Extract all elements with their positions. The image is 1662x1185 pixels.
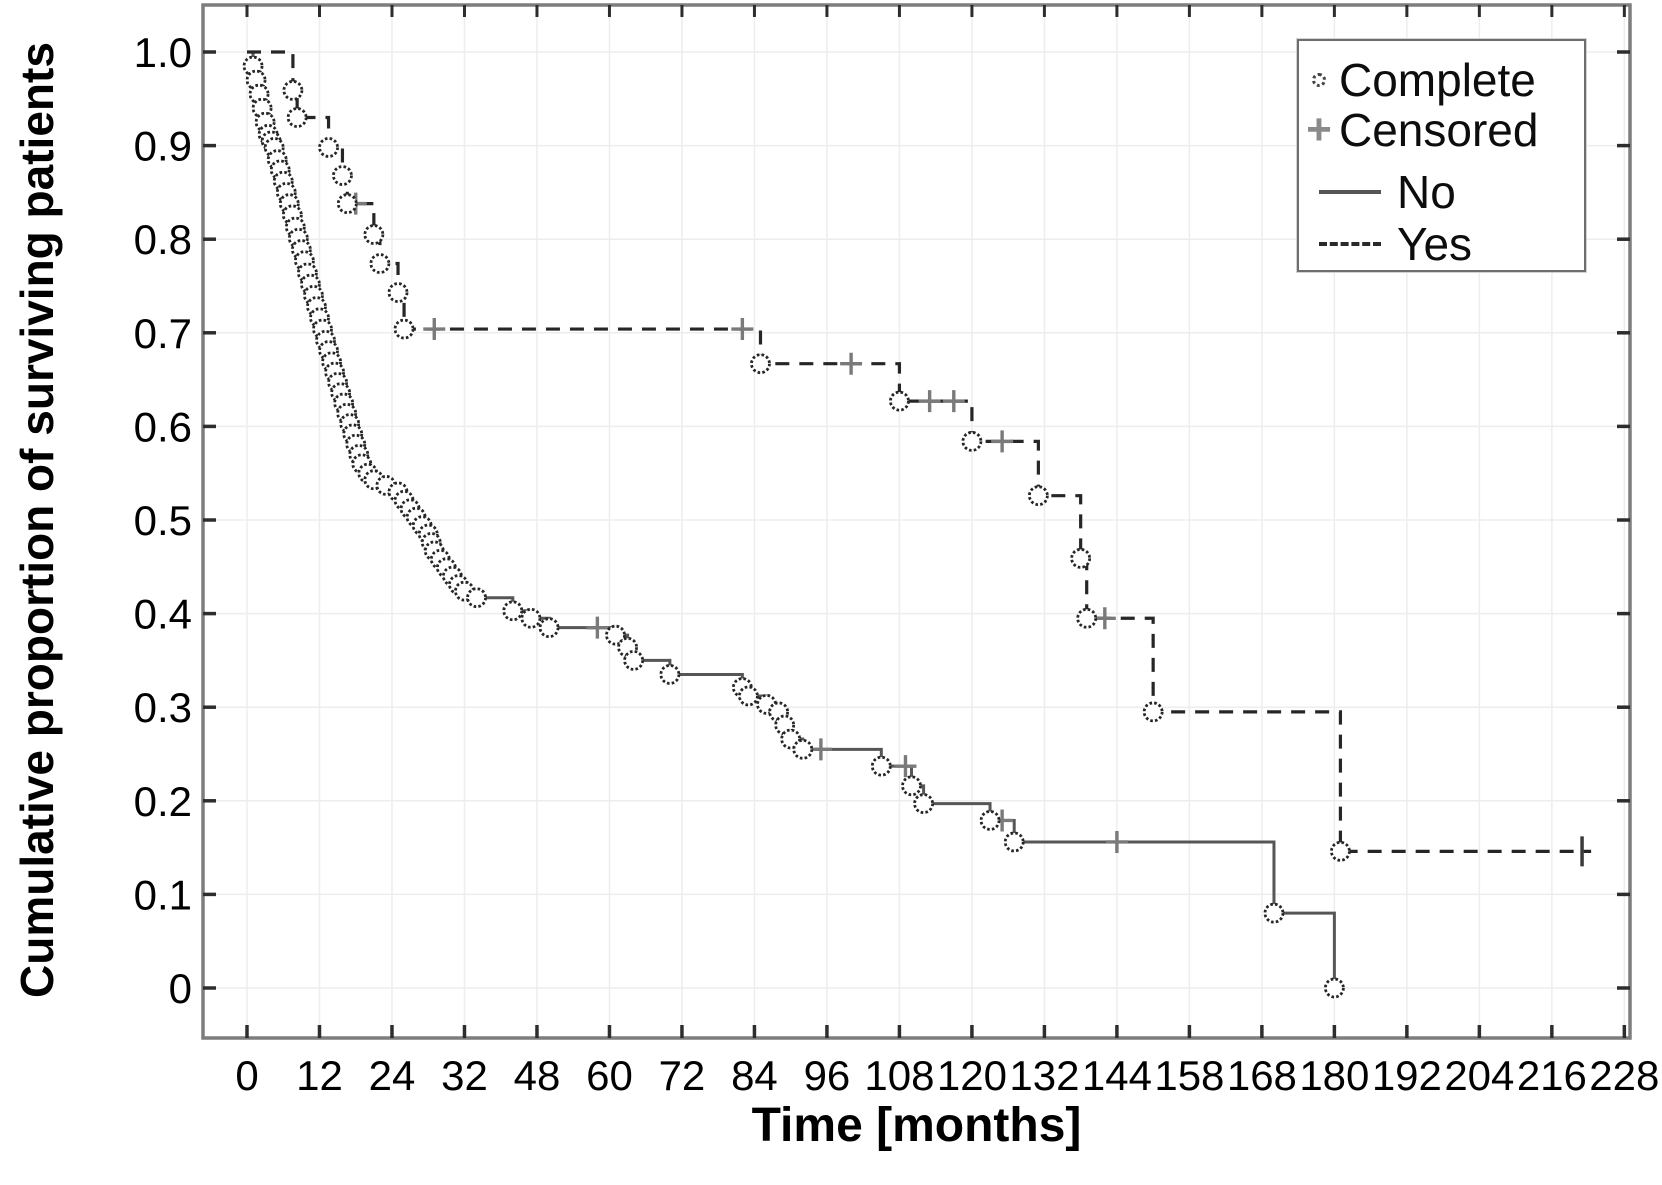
event-marker [318,137,339,158]
legend-label: Yes [1397,218,1473,270]
event-marker [889,390,910,412]
x-tick-label: 228 [1589,1052,1659,1099]
event-marker [466,587,487,609]
event-marker [979,810,1001,831]
x-tick-label: 24 [369,1052,416,1099]
event-marker [369,253,391,274]
legend-item-no: No [1299,165,1584,219]
censored-marker [1093,607,1116,630]
event-marker [286,107,308,128]
dashed-line-icon [1319,242,1381,246]
event-marker [363,224,385,245]
legend-label: No [1397,166,1456,218]
y-axis-title: Cumulative proportion of surviving patie… [11,42,63,998]
event-marker [1330,840,1351,862]
y-tick-label: 0.2 [134,778,192,825]
complete-circle-icon [1299,73,1339,87]
event-marker [1070,547,1092,569]
censored-marker [894,755,917,778]
x-tick-label: 48 [514,1052,561,1099]
event-marker [393,318,415,340]
y-tick-label: 0 [169,965,192,1012]
censored-marker [731,318,754,341]
event-marker [520,607,542,629]
event-marker [502,600,524,622]
censored-marker [991,430,1014,453]
censored-marker [586,616,609,639]
x-tick-label: 216 [1517,1052,1587,1099]
event-marker [332,165,353,186]
y-tick-label: 0.9 [134,123,192,170]
censored-marker [1105,830,1128,853]
event-marker [1263,902,1285,924]
x-tick-label: 120 [937,1052,1007,1099]
event-marker [738,685,759,707]
censored-marker [423,318,446,341]
event-marker [623,650,645,671]
legend-label: Complete [1339,54,1536,106]
event-marker [538,617,560,639]
x-tick-label: 96 [804,1052,851,1099]
y-tick-label: 0.4 [134,591,192,638]
x-tick-label: 0 [235,1052,258,1099]
x-tick-label: 180 [1299,1052,1369,1099]
y-tick-label: 1.0 [134,29,192,76]
x-tick-label: 72 [659,1052,706,1099]
x-tick-label: 158 [1154,1052,1224,1099]
legend-item-complete: Complete [1299,55,1584,105]
censored-plus-icon: + [1306,105,1332,154]
event-marker [870,755,892,777]
event-marker [913,793,934,815]
event-marker [792,738,814,760]
x-tick-label: 108 [864,1052,934,1099]
solid-line-icon [1319,190,1381,194]
event-marker [1142,701,1164,723]
event-marker [1003,831,1025,853]
x-tick-label: 168 [1227,1052,1297,1099]
x-tick-label: 12 [296,1052,343,1099]
y-tick-label: 0.8 [134,216,192,263]
event-marker [605,624,626,646]
event-marker [282,79,304,101]
censored-marker [918,390,941,413]
x-tick-label: 192 [1372,1052,1442,1099]
event-marker [750,353,771,375]
event-marker [336,193,358,215]
event-marker [1076,607,1098,629]
x-tick-label: 84 [731,1052,778,1099]
legend-item-censored: + Censored [1299,105,1584,155]
event-marker [961,430,983,452]
legend-label: Censored [1339,104,1539,156]
censored-marker [942,390,965,413]
event-marker [659,664,681,685]
censored-marker [840,352,863,375]
y-tick-label: 0.7 [134,310,192,357]
event-marker [1323,977,1345,999]
event-marker [901,775,922,797]
x-tick-label: 204 [1444,1052,1514,1099]
event-marker [1027,485,1049,507]
y-tick-label: 0.3 [134,684,192,731]
x-tick-label: 32 [441,1052,488,1099]
y-tick-label: 0.1 [134,871,192,918]
y-tick-label: 0.6 [134,403,192,450]
legend: Complete + Censored No Yes [1296,38,1587,273]
x-tick-label: 60 [586,1052,633,1099]
y-tick-label: 0.5 [134,497,192,544]
x-axis-title: Time [months] [751,1099,1082,1152]
legend-item-yes: Yes [1299,219,1584,269]
censored-marker [809,738,832,761]
x-tick-label: 144 [1082,1052,1152,1099]
x-tick-label: 132 [1009,1052,1079,1099]
event-marker [387,282,409,303]
